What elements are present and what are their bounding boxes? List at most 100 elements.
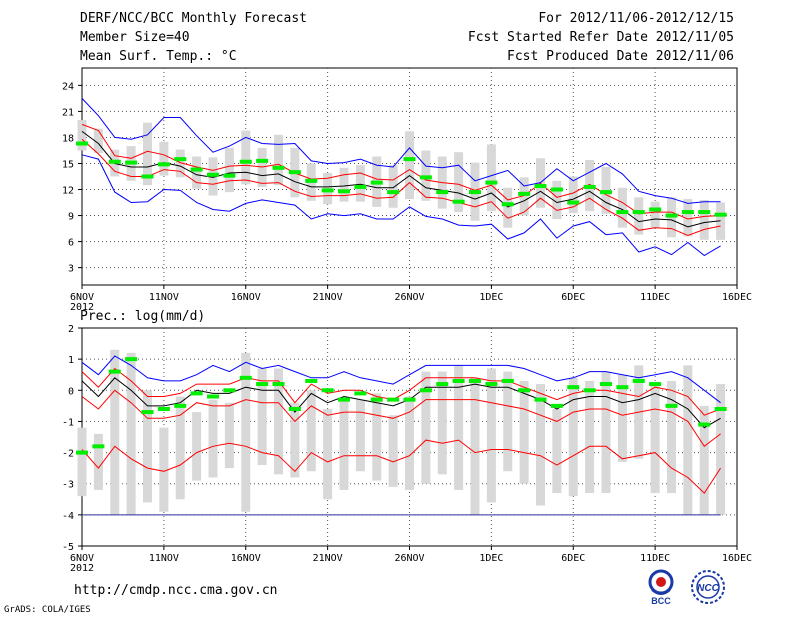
precip-observed-mark: [665, 403, 678, 408]
precip-line-upper: [81, 367, 721, 416]
precip-x-tick-label: 11NOV: [149, 553, 179, 564]
precip-spread-bar: [405, 396, 414, 490]
precip-observed-mark: [518, 388, 531, 393]
temp-spread-bar: [486, 144, 496, 212]
precip-spread-bar: [650, 384, 660, 494]
precip-observed-mark: [321, 388, 334, 393]
temp-observed-mark: [305, 178, 318, 183]
precip-spread-bar: [143, 390, 152, 503]
precip-observed-mark: [649, 382, 662, 387]
precip-spread-bar: [290, 402, 300, 478]
temp-observed-mark: [452, 199, 465, 204]
member-size-label: Member Size=40: [80, 30, 190, 45]
temp-y-tick-label: 12: [62, 186, 74, 197]
precip-observed-mark: [223, 388, 236, 393]
temp-observed-mark: [698, 210, 711, 215]
temp-observed-mark: [239, 159, 252, 164]
precip-observed-mark: [125, 357, 138, 362]
temp-spread-bar: [699, 199, 709, 240]
precip-spread-bar: [454, 365, 464, 490]
temp-observed-mark: [354, 184, 367, 189]
precip-spread-bar: [77, 427, 87, 497]
temp-spread-bar: [503, 187, 513, 228]
ncc-logo-text: NCC: [697, 583, 719, 594]
temp-spread-bar: [175, 149, 185, 178]
precip-observed-mark: [387, 397, 400, 402]
precip-line-lower: [81, 389, 721, 448]
forecast-started-date: Fcst Started Refer Date 2012/11/05: [467, 30, 734, 45]
precip-spread-bar: [388, 415, 398, 487]
temp-observed-mark: [534, 184, 547, 189]
precip-observed-mark: [338, 397, 350, 402]
precip-spread-bar: [208, 399, 218, 478]
ncc-logo: NCC: [685, 568, 731, 606]
precip-spread-bar: [323, 408, 333, 500]
precip-spread-bar: [617, 374, 627, 462]
variable-label: Mean Surf. Temp.: °C: [80, 49, 237, 64]
precip-year-label: 2012: [70, 563, 94, 574]
precip-observed-mark: [305, 378, 318, 383]
temp-y-tick-label: 15: [62, 159, 74, 170]
temp-observed-mark: [125, 160, 138, 165]
temp-spread-bar: [519, 177, 529, 216]
precip-spread-bar: [93, 433, 103, 490]
forecast-produced-date: Fcst Produced Date 2012/11/06: [507, 49, 734, 64]
temp-observed-mark: [141, 174, 154, 179]
source-url[interactable]: http://cmdp.ncc.cma.gov.cn: [74, 583, 278, 598]
precip-observed-mark: [157, 406, 170, 411]
temp-x-tick-label: 26NOV: [394, 292, 424, 303]
grads-credit: GrADS: COLA/IGES: [4, 605, 91, 615]
temp-x-tick-label: 21NOV: [313, 292, 343, 303]
precip-x-tick-label: 16NOV: [231, 553, 261, 564]
precip-y-tick-label: -1: [62, 417, 74, 428]
temp-observed-mark: [501, 202, 514, 207]
precip-observed-mark: [256, 382, 269, 387]
temp-x-tick-label: 16NOV: [231, 292, 261, 303]
temp-spread-bar: [650, 201, 660, 228]
precip-observed-mark: [469, 378, 481, 383]
precip-observed-mark: [485, 382, 498, 387]
temp-observed-mark: [600, 190, 612, 195]
precip-observed-mark: [600, 382, 612, 387]
temp-spread-bar: [683, 199, 693, 237]
precip-spread-bar: [716, 384, 726, 515]
precip-observed-mark: [403, 397, 416, 402]
precip-spread-bar: [667, 380, 676, 494]
temp-observed-mark: [223, 173, 236, 178]
temp-observed-mark: [567, 200, 580, 205]
bcc-logo: BCC: [642, 568, 680, 606]
temp-spread-bar: [274, 134, 283, 186]
chart-title: DERF/NCC/BCC Monthly Forecast: [80, 11, 307, 26]
precip-x-tick-label: 26NOV: [394, 553, 424, 564]
temp-line-mean: [81, 130, 721, 228]
temp-y-tick-label: 21: [62, 107, 74, 118]
precip-x-tick-label: 1DEC: [479, 553, 503, 564]
temp-observed-mark: [583, 184, 596, 189]
precip-observed-mark: [272, 382, 285, 387]
temp-x-tick-label: 11DEC: [640, 292, 670, 303]
temp-line-upper: [81, 123, 721, 220]
temp-line-min: [81, 154, 721, 257]
temp-spread-bar: [405, 131, 414, 200]
precip-spread-bar: [274, 368, 283, 475]
precip-observed-mark: [583, 388, 596, 393]
precip-spread-bar: [355, 399, 365, 472]
temp-y-tick-label: 6: [68, 238, 74, 249]
precip-spread-bar: [503, 371, 513, 472]
temp-observed-mark: [76, 141, 88, 146]
temp-observed-mark: [485, 180, 498, 185]
precip-y-tick-label: -3: [62, 480, 74, 491]
precip-spread-bar: [519, 380, 529, 484]
temp-spread-bar: [159, 141, 169, 176]
temp-observed-mark: [256, 158, 269, 163]
precip-spread-bar: [421, 371, 431, 484]
precip-y-tick-label: -5: [62, 542, 74, 553]
precip-spread-bar: [699, 405, 709, 515]
temp-observed-mark: [403, 157, 416, 162]
precip-spread-bar: [470, 377, 480, 515]
temp-year-label: 2012: [70, 302, 94, 313]
temp-observed-mark: [370, 180, 383, 185]
precip-x-tick-label: 6NOV: [70, 553, 94, 564]
precip-spread-bar: [192, 412, 202, 481]
temp-observed-mark: [157, 162, 170, 167]
